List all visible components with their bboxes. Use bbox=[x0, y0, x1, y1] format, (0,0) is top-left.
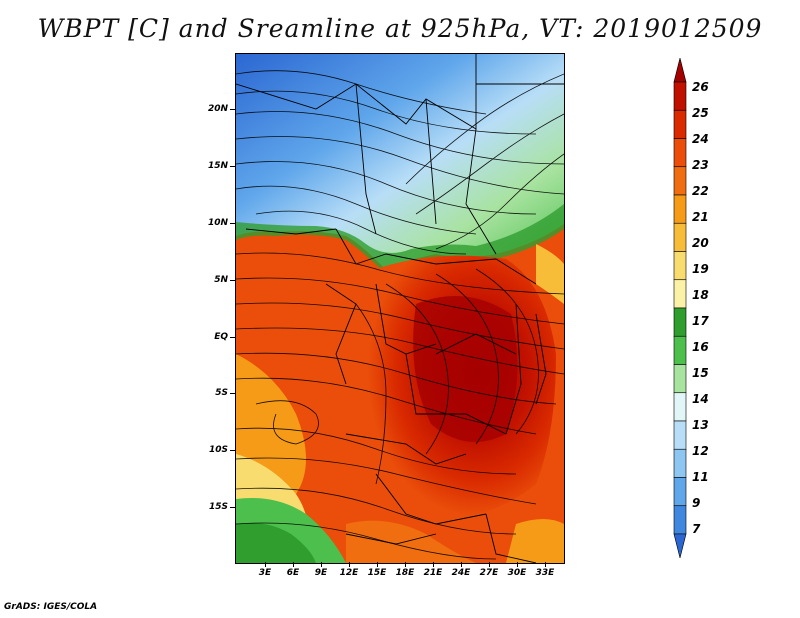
color-legend-label: 15 bbox=[692, 366, 709, 380]
color-legend-swatch bbox=[673, 222, 687, 252]
streamlines bbox=[236, 70, 564, 560]
color-legend-label: 22 bbox=[692, 184, 709, 198]
color-legend-swatch bbox=[673, 279, 687, 309]
color-legend-swatch bbox=[673, 251, 687, 281]
lon-label: 33E bbox=[535, 568, 555, 578]
lat-tick bbox=[230, 450, 235, 451]
lon-tick bbox=[265, 562, 266, 567]
color-legend-swatch bbox=[673, 307, 687, 337]
lon-label: 9E bbox=[314, 568, 328, 578]
color-legend-swatch bbox=[673, 392, 687, 422]
color-legend-swatch bbox=[673, 138, 687, 168]
color-legend bbox=[673, 58, 687, 558]
color-legend-swatch bbox=[673, 58, 687, 83]
color-legend-swatch bbox=[673, 505, 687, 535]
lon-tick bbox=[349, 562, 350, 567]
map-title: WBPT [C] and Sreamline at 925hPa, VT: 20… bbox=[37, 14, 763, 43]
color-legend-label: 13 bbox=[692, 418, 709, 432]
color-legend-label: 25 bbox=[692, 106, 709, 120]
lon-tick bbox=[377, 562, 378, 567]
color-legend-swatch bbox=[673, 335, 687, 365]
color-legend-label: 17 bbox=[692, 314, 709, 328]
color-legend-label: 16 bbox=[692, 340, 709, 354]
color-legend-swatch bbox=[673, 420, 687, 450]
lat-tick bbox=[230, 393, 235, 394]
color-legend-label: 12 bbox=[692, 444, 709, 458]
lon-label: 6E bbox=[286, 568, 300, 578]
lat-label: 15N bbox=[207, 161, 228, 171]
lon-tick bbox=[461, 562, 462, 567]
color-legend-label: 21 bbox=[692, 210, 709, 224]
lat-label: 5N bbox=[214, 275, 228, 285]
lat-label: 15S bbox=[208, 502, 228, 512]
lat-tick bbox=[230, 337, 235, 338]
lat-tick bbox=[230, 280, 235, 281]
lon-label: 21E bbox=[423, 568, 443, 578]
color-legend-label: 23 bbox=[692, 158, 709, 172]
lon-tick bbox=[293, 562, 294, 567]
lon-label: 12E bbox=[339, 568, 359, 578]
lon-tick bbox=[489, 562, 490, 567]
color-legend-swatch bbox=[673, 166, 687, 196]
color-legend-swatches bbox=[673, 58, 687, 558]
color-legend-swatch bbox=[673, 81, 687, 111]
lon-label: 24E bbox=[451, 568, 471, 578]
color-legend-swatch bbox=[673, 109, 687, 139]
color-legend-swatch bbox=[673, 194, 687, 224]
color-legend-label: 24 bbox=[692, 132, 709, 146]
wbpt-field bbox=[236, 54, 564, 563]
color-legend-swatch bbox=[673, 364, 687, 394]
color-legend-swatch bbox=[673, 533, 687, 558]
color-legend-label: 20 bbox=[692, 236, 709, 250]
color-legend-label: 26 bbox=[692, 80, 709, 94]
lat-tick bbox=[230, 109, 235, 110]
color-legend-swatch bbox=[673, 448, 687, 478]
color-legend-label: 9 bbox=[692, 496, 701, 510]
lon-tick bbox=[545, 562, 546, 567]
color-legend-label: 19 bbox=[692, 262, 709, 276]
lat-label: 10N bbox=[207, 218, 228, 228]
color-legend-label: 18 bbox=[692, 288, 709, 302]
lat-tick bbox=[230, 166, 235, 167]
color-legend-swatch bbox=[673, 477, 687, 507]
lat-label: 10S bbox=[208, 445, 228, 455]
color-legend-label: 7 bbox=[692, 522, 701, 536]
lon-label: 18E bbox=[395, 568, 415, 578]
map-panel bbox=[235, 53, 565, 564]
lon-label: 30E bbox=[507, 568, 527, 578]
color-legend-label: 14 bbox=[692, 392, 709, 406]
lon-label: 3E bbox=[258, 568, 272, 578]
lon-tick bbox=[405, 562, 406, 567]
lat-label: 20N bbox=[207, 104, 228, 114]
color-legend-label: 11 bbox=[692, 470, 709, 484]
lon-label: 15E bbox=[367, 568, 387, 578]
lat-label: EQ bbox=[214, 332, 228, 342]
lat-tick bbox=[230, 223, 235, 224]
lon-tick bbox=[321, 562, 322, 567]
lat-label: 5S bbox=[215, 388, 228, 398]
lat-tick bbox=[230, 507, 235, 508]
country-borders bbox=[236, 54, 564, 563]
lon-tick bbox=[433, 562, 434, 567]
lon-tick bbox=[517, 562, 518, 567]
footer-credit: GrADS: IGES/COLA bbox=[4, 602, 98, 612]
lon-label: 27E bbox=[479, 568, 499, 578]
